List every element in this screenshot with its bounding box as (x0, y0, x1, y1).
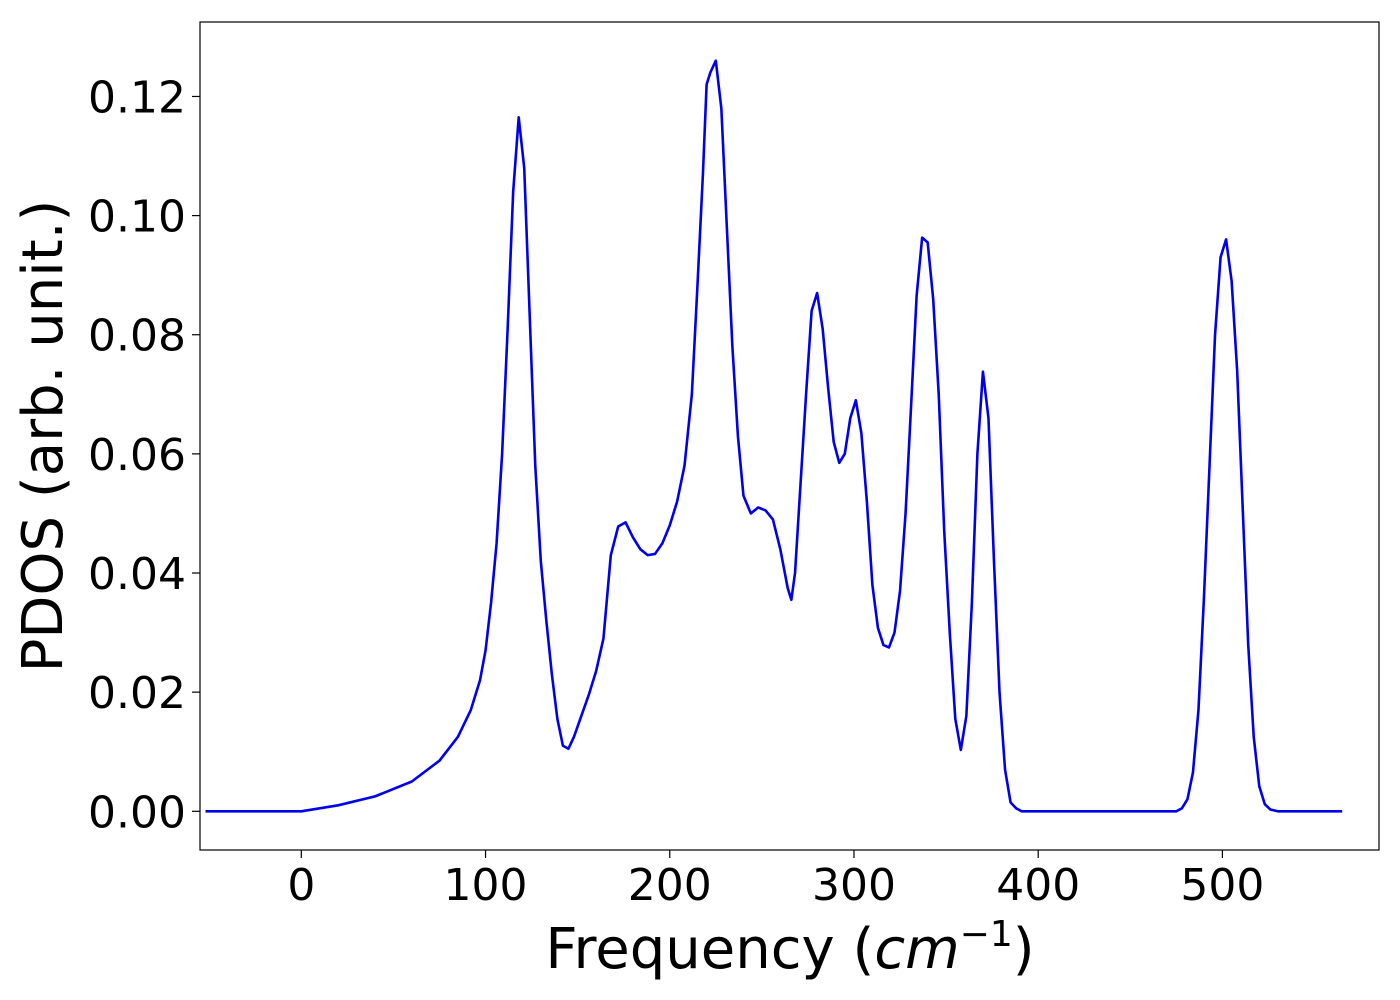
x-tick-label: 200 (628, 860, 712, 911)
y-tick-label: 0.02 (88, 668, 186, 719)
y-tick-label: 0.06 (88, 430, 186, 481)
y-tick-label: 0.04 (88, 549, 186, 600)
x-axis-label-unit-base: cm (874, 917, 959, 982)
y-tick-label: 0.08 (88, 311, 186, 362)
x-tick-label: 400 (996, 860, 1080, 911)
y-tick-label: 0.12 (88, 72, 186, 123)
plot-area-frame (199, 21, 1380, 851)
x-axis-label: Frequency (cm−1) (545, 914, 1034, 982)
y-tick-label: 0.10 (88, 192, 186, 243)
x-tick-label: 500 (1180, 860, 1264, 911)
series-layer (205, 59, 1343, 813)
x-tick-label: 300 (812, 860, 896, 911)
x-axis-label-unit-exponent: −1 (960, 914, 1013, 955)
x-tick-label: 100 (444, 860, 528, 911)
x-axis-label-text: Frequency ( (545, 917, 874, 982)
x-tick-label: 0 (287, 860, 315, 911)
pdos-series-line (205, 59, 1343, 813)
x-axis-label-close: ) (1013, 917, 1035, 982)
y-tick-label: 0.00 (88, 787, 186, 838)
ticks-layer: 0 100 200 300 400 500 0.00 0.02 0.04 0.06 0.08 0.10… (88, 72, 1264, 911)
y-axis-label: PDOS (arb. unit.) (11, 200, 76, 673)
